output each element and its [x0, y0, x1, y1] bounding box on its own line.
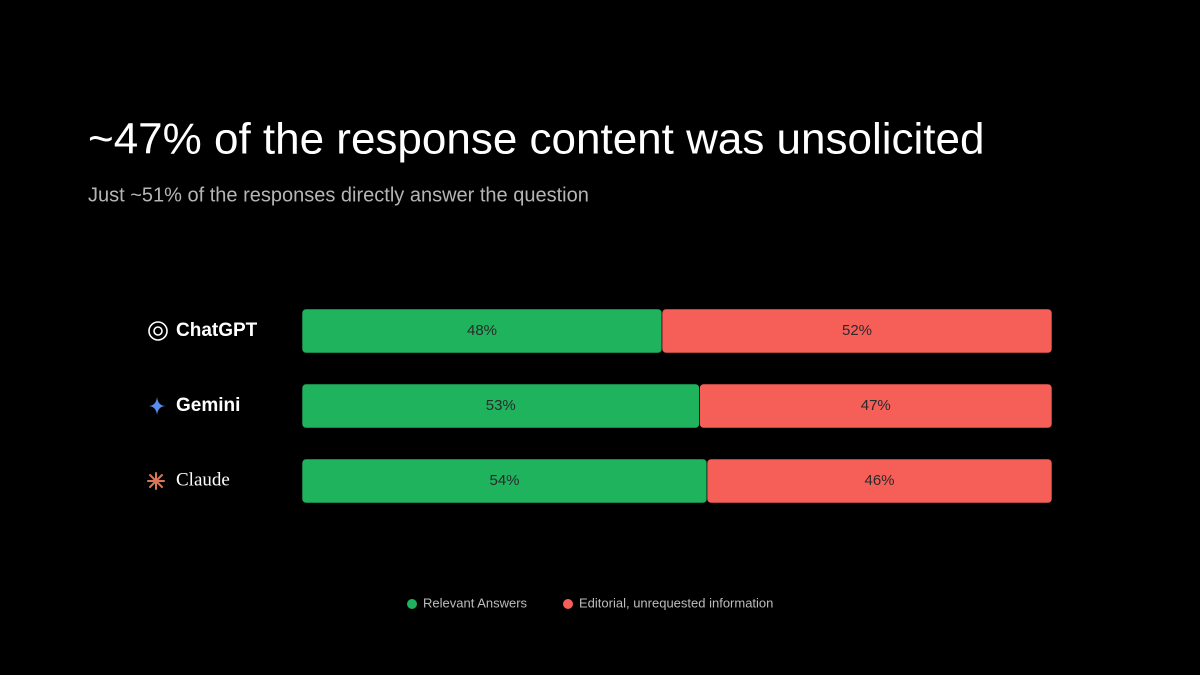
bar-segment: [706, 458, 1053, 504]
chart-subtitle: Just ~51% of the responses directly answ…: [88, 184, 589, 206]
bar-segment: [699, 383, 1053, 429]
value-label: 53%: [486, 397, 516, 414]
value-label: 52%: [842, 322, 872, 339]
category-label: ChatGPT: [176, 320, 258, 341]
value-label: 48%: [467, 322, 497, 339]
legend-marker: [407, 599, 417, 609]
gemini-logo: [148, 397, 166, 415]
legend-label: Editorial, unrequested information: [579, 595, 773, 610]
category-label: Claude: [176, 469, 230, 490]
legend-marker: [563, 599, 573, 609]
bar-segment: [661, 308, 1053, 354]
chart-title: ~47% of the response content was unsolic…: [88, 115, 984, 164]
chatgpt-logo: [148, 321, 168, 341]
category-label: Gemini: [176, 395, 240, 416]
legend-label: Relevant Answers: [423, 595, 528, 610]
value-label: 47%: [861, 397, 891, 414]
value-label: 46%: [864, 472, 894, 489]
value-label: 54%: [489, 472, 519, 489]
claude-logo: [147, 472, 165, 490]
